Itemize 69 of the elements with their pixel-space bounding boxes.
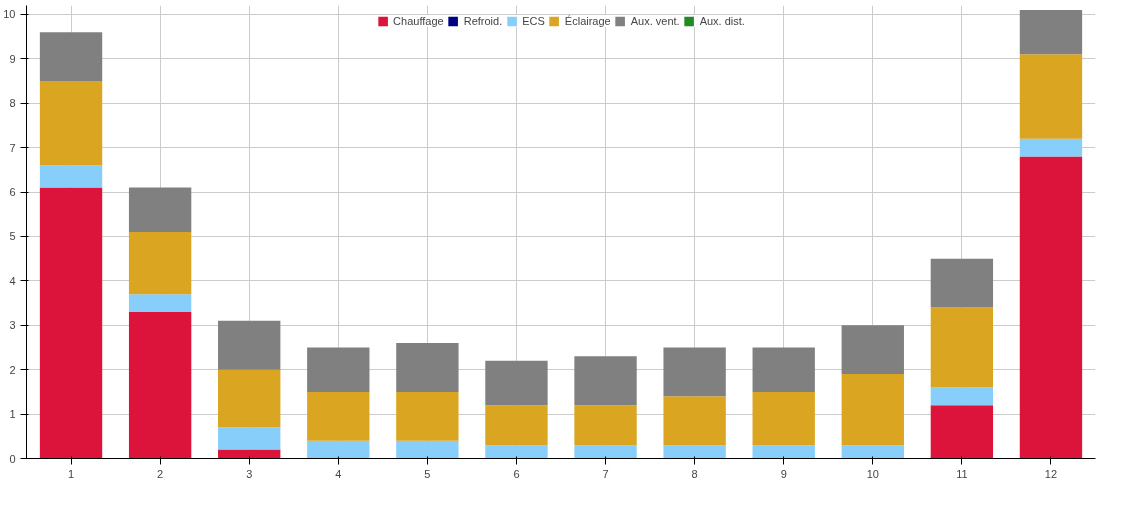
x-tick-label: 7	[602, 467, 609, 480]
x-tick-label: 6	[513, 467, 520, 480]
y-tick-label: 2	[9, 363, 16, 376]
bar	[128, 232, 192, 295]
bar	[1019, 9, 1083, 55]
bar	[574, 445, 637, 459]
y-tick-label: 1	[9, 408, 16, 421]
x-tick-label: 1	[67, 467, 75, 480]
bar	[930, 307, 994, 388]
bar	[218, 320, 281, 370]
y-tick-label: 0	[9, 452, 16, 465]
bar	[841, 325, 904, 375]
bar	[128, 187, 192, 232]
bar	[1019, 138, 1083, 157]
legend-label: Aux. dist.	[699, 15, 745, 27]
bar	[218, 369, 281, 428]
bar	[574, 356, 637, 406]
bar	[752, 347, 815, 392]
bar	[930, 387, 994, 406]
y-tick-label: 10	[3, 8, 16, 21]
x-tick-label: 4	[335, 467, 342, 480]
bar	[1019, 156, 1083, 459]
bar	[396, 343, 459, 392]
bar	[307, 347, 370, 392]
y-tick-label: 3	[9, 319, 16, 332]
bar	[39, 165, 103, 188]
bar	[128, 311, 192, 459]
y-tick-label: 4	[9, 274, 16, 287]
x-tick-label: 12	[1044, 467, 1058, 480]
bar	[752, 445, 815, 459]
bar	[663, 396, 726, 446]
x-tick-label: 9	[780, 467, 787, 480]
y-tick-label: 5	[9, 230, 16, 243]
y-tick-label: 6	[9, 186, 16, 199]
x-tick-label: 8	[691, 467, 698, 480]
x-tick-label: 11	[956, 467, 968, 480]
bar	[841, 374, 904, 446]
legend-label: Refroid.	[463, 15, 503, 27]
y-tick-label: 7	[9, 141, 16, 154]
bar	[307, 391, 370, 441]
bar	[1019, 54, 1083, 139]
x-tick-label: 5	[424, 467, 431, 480]
bar	[39, 81, 103, 166]
bar	[396, 391, 459, 441]
bar	[663, 445, 726, 459]
bar	[930, 258, 994, 308]
y-tick-label: 9	[9, 52, 16, 65]
bar	[128, 294, 192, 312]
legend-label: ECS	[522, 15, 545, 27]
bar	[396, 440, 459, 459]
legend-label: Chauffage	[393, 15, 444, 27]
bar	[752, 391, 815, 446]
bar	[39, 187, 103, 459]
bar	[663, 347, 726, 397]
x-tick-label: 10	[866, 467, 879, 480]
bar	[841, 445, 904, 459]
y-tick-label: 8	[9, 97, 16, 110]
x-tick-label: 2	[157, 467, 164, 480]
bar	[218, 427, 281, 450]
legend-label: Aux. vent.	[630, 15, 680, 27]
bar	[485, 405, 548, 446]
bar	[930, 405, 994, 459]
legend-label: Éclairage	[564, 15, 611, 27]
bar	[485, 360, 548, 406]
bar	[574, 405, 637, 446]
bar	[307, 440, 370, 459]
x-tick-label: 3	[246, 467, 253, 480]
bar	[39, 32, 103, 81]
bar	[485, 445, 548, 459]
